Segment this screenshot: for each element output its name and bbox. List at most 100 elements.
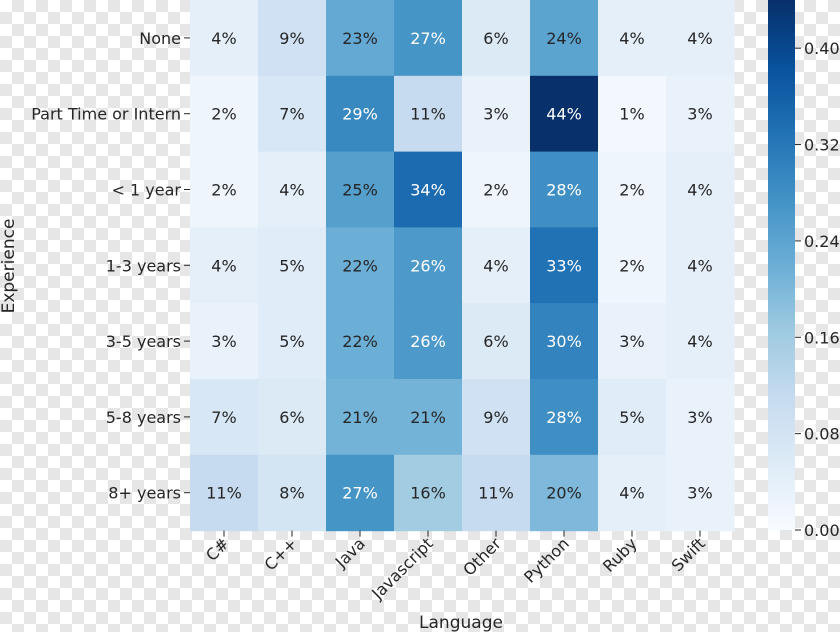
column-label: Javascript — [367, 534, 437, 604]
column-label: Ruby — [599, 534, 641, 576]
cell-value-label: 29% — [342, 105, 378, 124]
heatmap-cell — [462, 75, 531, 153]
column-label: Swift — [668, 534, 709, 575]
colorbar-tick-label: 0.00 — [804, 521, 840, 540]
heatmap-cell — [598, 75, 667, 153]
column-label: Python — [520, 534, 573, 587]
heatmap-cell — [258, 0, 327, 77]
heatmap-cell — [666, 454, 735, 532]
cell-value-label: 5% — [279, 332, 304, 351]
heatmap-cell — [598, 379, 667, 456]
heatmap-cell — [394, 454, 463, 532]
cell-value-label: 4% — [687, 332, 712, 351]
cell-value-label: 2% — [483, 181, 508, 200]
column-label: C++ — [261, 534, 301, 574]
cell-value-label: 9% — [279, 29, 304, 48]
colorbar-tick-label: 0.32 — [804, 136, 840, 155]
row-label: 3-5 years — [106, 332, 181, 351]
heatmap-cell — [598, 454, 667, 532]
heatmap-cell — [598, 151, 667, 228]
column-label: Java — [331, 534, 369, 572]
heatmap-cell — [462, 0, 531, 77]
heatmap-cell — [190, 227, 259, 304]
cell-value-label: 8% — [279, 484, 304, 503]
cell-value-label: 11% — [410, 105, 446, 124]
cell-value-label: 5% — [279, 256, 304, 275]
heatmap-cells: 4% 9% 23% 27% 6% 24% 4% 4% 2% 7% 29% 11% 3% 44% 1% 3% 2%… — [190, 0, 735, 532]
row-label: 8+ years — [108, 484, 181, 503]
row-label: Part Time or Intern — [31, 105, 181, 124]
cell-value-label: 4% — [687, 29, 712, 48]
column-label: C# — [202, 534, 233, 565]
y-axis-label: Experience — [0, 219, 19, 314]
cell-value-label: 3% — [687, 484, 712, 503]
cell-value-label: 7% — [211, 408, 236, 427]
cell-value-label: 9% — [483, 408, 508, 427]
cell-value-label: 3% — [687, 105, 712, 124]
heatmap-cell — [258, 227, 327, 304]
heatmap-cell — [666, 303, 735, 380]
heatmap-cell — [190, 151, 259, 228]
cell-value-label: 21% — [410, 408, 446, 427]
cell-value-label: 4% — [619, 484, 644, 503]
cell-value-label: 4% — [211, 256, 236, 275]
cell-value-label: 34% — [410, 181, 446, 200]
cell-value-label: 3% — [687, 408, 712, 427]
heatmap-cell — [326, 227, 395, 304]
heatmap-cell — [326, 303, 395, 380]
row-labels: None Part Time or Intern < 1 year 1-3 years… — [31, 29, 190, 503]
heatmap-cell — [462, 303, 531, 380]
heatmap-cell — [598, 303, 667, 380]
cell-value-label: 16% — [410, 484, 446, 503]
heatmap-cell — [258, 303, 327, 380]
colorbar-tick-label: 0.24 — [804, 232, 840, 251]
cell-value-label: 26% — [410, 332, 446, 351]
heatmap-cell — [598, 0, 667, 77]
colorbar-tick-label: 0.16 — [804, 328, 840, 347]
heatmap-cell — [666, 75, 735, 153]
cell-value-label: 4% — [687, 181, 712, 200]
row-label: None — [139, 29, 181, 48]
cell-value-label: 2% — [619, 256, 644, 275]
heatmap-cell — [190, 303, 259, 380]
heatmap-cell — [394, 0, 463, 77]
cell-value-label: 4% — [211, 29, 236, 48]
cell-value-label: 44% — [546, 105, 582, 124]
cell-value-label: 11% — [478, 484, 514, 503]
cell-value-label: 6% — [279, 408, 304, 427]
heatmap-cell — [326, 454, 395, 532]
heatmap-cell — [394, 227, 463, 304]
cell-value-label: 24% — [546, 29, 582, 48]
cell-value-label: 4% — [619, 29, 644, 48]
cell-value-label: 6% — [483, 332, 508, 351]
cell-value-label: 2% — [211, 181, 236, 200]
cell-value-label: 5% — [619, 408, 644, 427]
x-axis-label: Language — [419, 613, 503, 632]
heatmap-cell — [666, 227, 735, 304]
heatmap-cell — [326, 379, 395, 456]
heatmap-cell — [326, 75, 395, 153]
heatmap-cell — [530, 75, 599, 153]
heatmap-cell — [530, 454, 599, 532]
cell-value-label: 28% — [546, 181, 582, 200]
cell-value-label: 6% — [483, 29, 508, 48]
heatmap-cell — [530, 227, 599, 304]
row-label: < 1 year — [112, 181, 182, 200]
cell-value-label: 23% — [342, 29, 378, 48]
cell-value-label: 22% — [342, 332, 378, 351]
cell-value-label: 27% — [342, 484, 378, 503]
cell-value-label: 4% — [279, 181, 304, 200]
cell-value-label: 7% — [279, 105, 304, 124]
heatmap-cell — [190, 454, 259, 532]
cell-value-label: 2% — [619, 181, 644, 200]
heatmap-cell — [530, 0, 599, 77]
heatmap-cell — [190, 379, 259, 456]
cell-value-label: 3% — [483, 105, 508, 124]
heatmap-cell — [530, 303, 599, 380]
colorbar-gradient — [768, 0, 795, 530]
cell-value-label: 20% — [546, 484, 582, 503]
cell-value-label: 21% — [342, 408, 378, 427]
heatmap-cell — [598, 227, 667, 304]
colorbar-tick-label: 0.08 — [804, 425, 840, 444]
